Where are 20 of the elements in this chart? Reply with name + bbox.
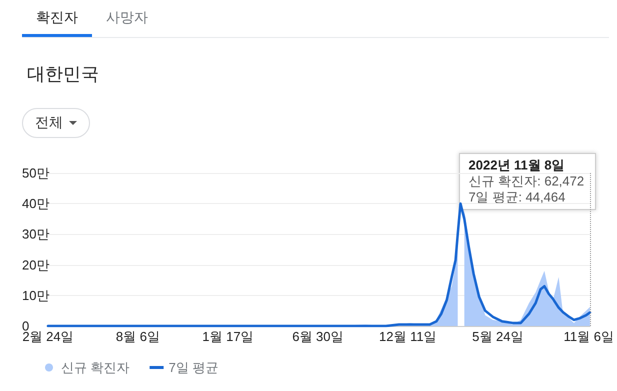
y-tick-label: 50만 [22,166,50,180]
y-tick-label: 30만 [22,226,50,242]
text: 2022년 11월 8일 [468,158,565,172]
x-tick-label: 12월 11일 [379,329,437,344]
y-tick-label: 20만 [22,257,50,272]
annotation: 신규 확진자: 62,472 [468,174,584,188]
x-tick-label: 11월 6일 [564,329,614,344]
x-tick-label: 8월 6일 [116,329,160,344]
text: 사망자 [105,8,149,27]
y-tick-label: 10만 [22,288,50,303]
x-tick-label: 6월 30일 [292,329,344,344]
legend-label: 7일 평균 [168,360,218,375]
y-tick-label: 40만 [22,196,50,212]
x-tick-label: 5월 24일 [472,329,524,344]
text: 확진자 [22,0,92,37]
text: 전체 [35,114,63,132]
legend-label: 신규 확진자 [61,360,130,375]
annotation: 7일 평균: 44,464 [468,190,566,204]
chart-title: 대한민국 [27,64,99,84]
x-tick-label: 1월 17일 [202,329,254,344]
